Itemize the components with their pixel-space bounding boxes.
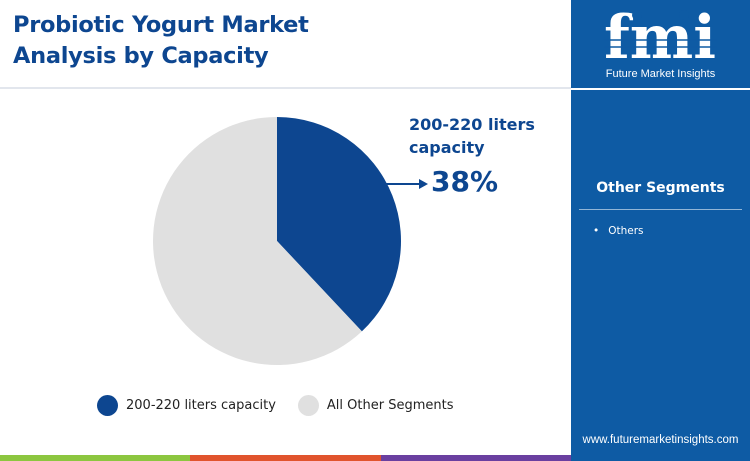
website-url[interactable]: www.futuremarketinsights.com bbox=[582, 434, 739, 446]
logo-text: fmi bbox=[604, 3, 716, 70]
callout-label-line-2: capacity bbox=[409, 138, 485, 157]
segments-divider bbox=[579, 209, 742, 210]
callout-arrow bbox=[386, 179, 428, 189]
fmi-logo-icon: fmi bbox=[604, 3, 717, 73]
brand-name: Future Market Insights bbox=[605, 68, 716, 80]
title-divider bbox=[0, 87, 571, 89]
legend-label-other: All Other Segments bbox=[326, 398, 454, 413]
callout-value: 38% bbox=[431, 165, 499, 198]
other-segments-heading: Other Segments bbox=[596, 180, 725, 196]
legend-item-other: All Other Segments bbox=[297, 395, 454, 416]
legend-swatch-other bbox=[297, 395, 319, 416]
footer-color-bar bbox=[0, 455, 571, 461]
pie-chart bbox=[153, 117, 428, 366]
pie-slices bbox=[153, 117, 402, 366]
segment-item: Others bbox=[593, 225, 643, 237]
chart-title: Probiotic Yogurt Market Analysis by Capa… bbox=[13, 10, 309, 72]
chart-title-line-2: Analysis by Capacity bbox=[13, 43, 269, 69]
pie-slice-other-segments bbox=[153, 117, 362, 366]
legend-swatch-capacity bbox=[97, 395, 118, 416]
legend-label-capacity: 200-220 liters capacity bbox=[126, 398, 276, 413]
logo-globe-dot bbox=[632, 10, 642, 20]
logo-globe-dot bbox=[679, 10, 689, 20]
chart-legend: 200-220 liters capacity All Other Segmen… bbox=[97, 395, 475, 416]
brand-logo: fmi Future Market Insights bbox=[571, 0, 750, 88]
chart-title-line-1: Probiotic Yogurt Market bbox=[13, 12, 309, 38]
segments-list: Others bbox=[593, 225, 643, 237]
callout-label: 200-220 liters capacity bbox=[409, 113, 535, 159]
footer-bar-green bbox=[0, 455, 191, 461]
panel-divider bbox=[571, 88, 750, 90]
pie-slice-capacity bbox=[277, 117, 402, 332]
footer-bar-orange bbox=[190, 455, 381, 461]
footer-bar-purple bbox=[380, 455, 571, 461]
legend-item-capacity: 200-220 liters capacity bbox=[97, 395, 276, 416]
side-panel: fmi Future Market Insights Other Segment… bbox=[571, 0, 750, 461]
callout-label-line-1: 200-220 liters bbox=[409, 115, 535, 134]
